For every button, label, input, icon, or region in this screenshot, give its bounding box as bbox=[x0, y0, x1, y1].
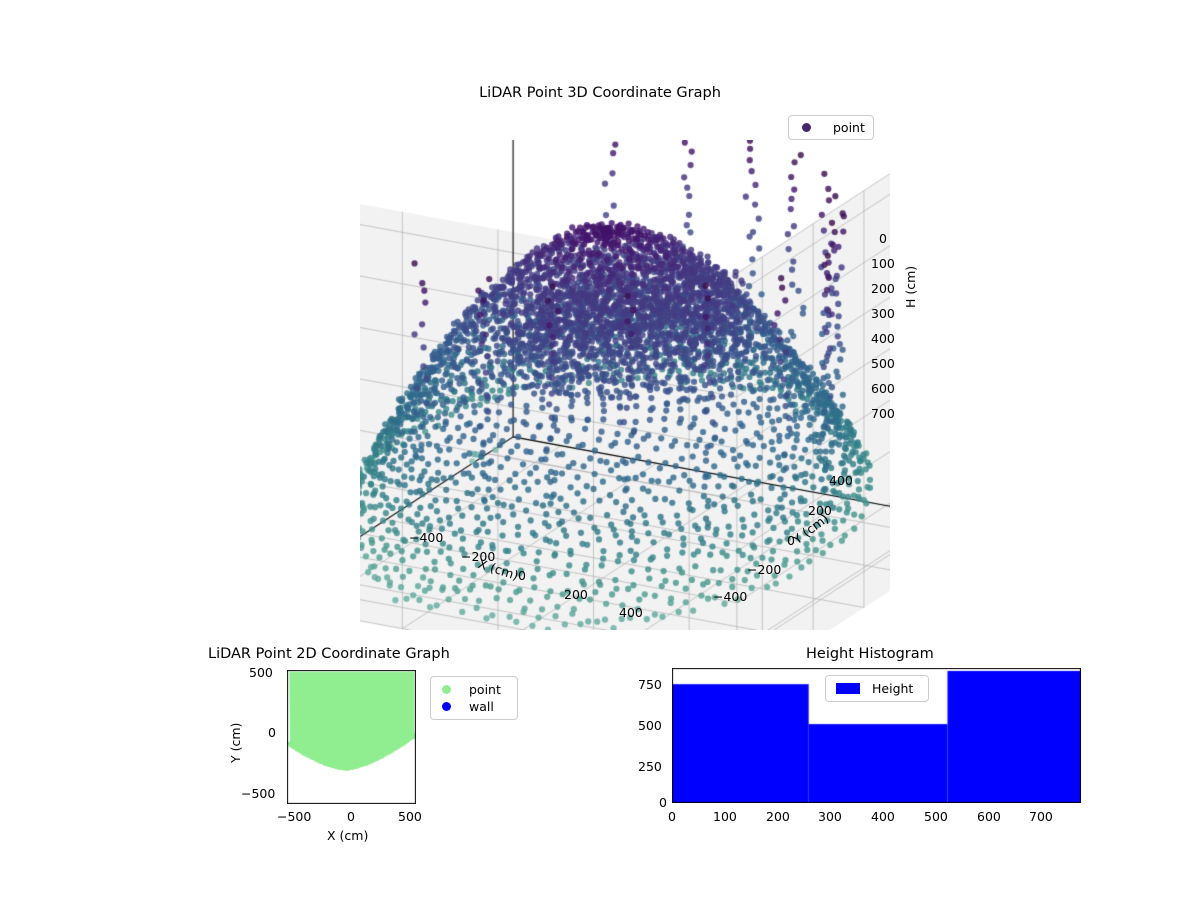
lidar-2d-scatter-canvas bbox=[287, 670, 416, 804]
axis3d-zlabel: H (cm) bbox=[903, 265, 918, 308]
plot-3d-title: LiDAR Point 3D Coordinate Graph bbox=[479, 85, 721, 101]
histogram-legend: Height bbox=[825, 675, 929, 702]
axis2d-xtick-2: 500 bbox=[398, 809, 422, 824]
axis3d-ztick-3: 300 bbox=[871, 306, 895, 321]
legend-row-point: point bbox=[438, 681, 510, 698]
axis2d-xtick-1: 0 bbox=[347, 809, 355, 824]
legend-row-wall: wall bbox=[438, 698, 510, 715]
axis3d-xtick-1: −200 bbox=[461, 549, 496, 564]
height-patch-icon bbox=[836, 683, 860, 694]
hist-xtick-4: 400 bbox=[871, 809, 895, 824]
hist-xtick-3: 300 bbox=[818, 809, 842, 824]
legend-label-wall: wall bbox=[469, 699, 494, 714]
plot-3d-legend: point bbox=[788, 115, 874, 140]
axis2d-ytick-0: 500 bbox=[249, 665, 273, 680]
legend-label-point: point bbox=[833, 120, 865, 135]
hist-xtick-0: 0 bbox=[668, 809, 676, 824]
hist-xtick-2: 200 bbox=[766, 809, 790, 824]
legend-label-point: point bbox=[469, 682, 501, 697]
hist-ytick-1: 250 bbox=[638, 759, 662, 774]
axis2d-ytick-1: 0 bbox=[268, 725, 276, 740]
plot-2d-title: LiDAR Point 2D Coordinate Graph bbox=[208, 646, 450, 662]
legend-row-height: Height bbox=[833, 680, 921, 697]
axis3d-ytick-0: −400 bbox=[713, 589, 748, 604]
histogram-title: Height Histogram bbox=[806, 646, 934, 662]
hist-xtick-6: 600 bbox=[977, 809, 1001, 824]
plot-2d-legend: point wall bbox=[430, 676, 518, 720]
hist-xtick-7: 700 bbox=[1029, 809, 1053, 824]
axis3d-xtick-0: −400 bbox=[409, 530, 444, 545]
axis3d-ztick-6: 600 bbox=[871, 381, 895, 396]
legend-row-point: point bbox=[796, 119, 866, 136]
point-marker-icon bbox=[442, 685, 451, 694]
point-marker-icon bbox=[802, 123, 811, 132]
hist-ytick-2: 500 bbox=[638, 718, 662, 733]
axis3d-xtick-2: 0 bbox=[518, 568, 526, 583]
axis3d-ztick-4: 400 bbox=[871, 331, 895, 346]
legend-label-height: Height bbox=[872, 681, 914, 696]
axis3d-ztick-5: 500 bbox=[871, 356, 895, 371]
wall-marker-icon bbox=[442, 702, 451, 711]
hist-ytick-0: 0 bbox=[659, 795, 667, 810]
axis3d-ytick-4: 400 bbox=[829, 473, 853, 488]
axis3d-ztick-0: 0 bbox=[879, 231, 887, 246]
axis2d-ytick-2: −500 bbox=[241, 786, 276, 801]
axis3d-ytick-1: −200 bbox=[747, 562, 782, 577]
hist-ytick-3: 750 bbox=[638, 677, 662, 692]
axis3d-ztick-1: 100 bbox=[871, 256, 895, 271]
axis3d-ztick-2: 200 bbox=[871, 281, 895, 296]
axis3d-ytick-2: 0 bbox=[787, 533, 795, 548]
hist-xtick-5: 500 bbox=[924, 809, 948, 824]
axis2d-ylabel: Y (cm) bbox=[228, 722, 243, 763]
axis3d-xtick-3: 200 bbox=[564, 587, 588, 602]
axis2d-xtick-0: −500 bbox=[277, 809, 312, 824]
hist-xtick-1: 100 bbox=[713, 809, 737, 824]
axis2d-xlabel: X (cm) bbox=[327, 828, 369, 843]
axis3d-xtick-4: 400 bbox=[619, 605, 643, 620]
axis3d-ztick-7: 700 bbox=[871, 406, 895, 421]
lidar-3d-scatter-canvas bbox=[360, 140, 890, 630]
axis3d-ytick-3: 200 bbox=[808, 503, 832, 518]
